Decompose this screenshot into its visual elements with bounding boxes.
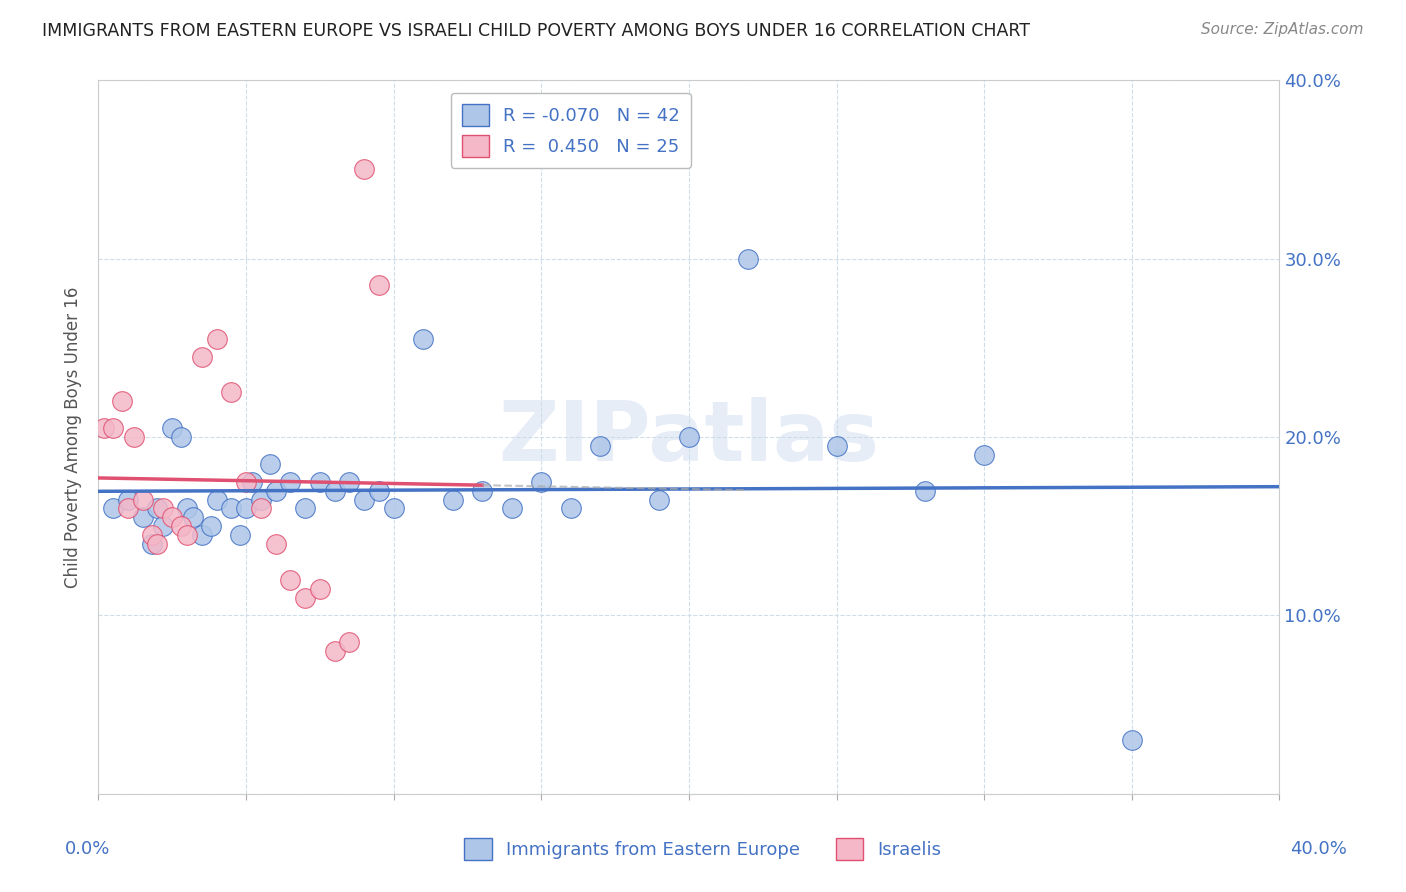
- Point: [914, 483, 936, 498]
- Text: Source: ZipAtlas.com: Source: ZipAtlas.com: [1201, 22, 1364, 37]
- Point: [117, 501, 139, 516]
- Point: [280, 573, 302, 587]
- Point: [117, 492, 139, 507]
- Point: [122, 430, 145, 444]
- Point: [368, 278, 391, 293]
- Text: IMMIGRANTS FROM EASTERN EUROPE VS ISRAELI CHILD POVERTY AMONG BOYS UNDER 16 CORR: IMMIGRANTS FROM EASTERN EUROPE VS ISRAEL…: [42, 22, 1031, 40]
- Point: [412, 332, 434, 346]
- Point: [152, 519, 174, 533]
- Point: [589, 439, 612, 453]
- Point: [737, 252, 759, 266]
- Point: [309, 582, 332, 596]
- Point: [250, 492, 273, 507]
- Point: [200, 519, 222, 533]
- Point: [280, 475, 302, 489]
- Point: [323, 483, 346, 498]
- Point: [530, 475, 553, 489]
- Point: [250, 501, 273, 516]
- Point: [353, 492, 375, 507]
- Point: [103, 421, 125, 435]
- Point: [294, 591, 316, 605]
- Point: [205, 492, 228, 507]
- Point: [353, 162, 375, 177]
- Point: [441, 492, 464, 507]
- Point: [162, 421, 183, 435]
- Text: ZIPatlas: ZIPatlas: [499, 397, 879, 477]
- Text: 40.0%: 40.0%: [1291, 840, 1347, 858]
- Point: [221, 501, 243, 516]
- Point: [176, 528, 198, 542]
- Point: [339, 475, 361, 489]
- Point: [264, 537, 287, 551]
- Point: [235, 475, 257, 489]
- Point: [93, 421, 115, 435]
- Point: [132, 492, 155, 507]
- Point: [235, 501, 257, 516]
- Point: [176, 501, 198, 516]
- Point: [181, 510, 204, 524]
- Point: [221, 385, 243, 400]
- Text: 0.0%: 0.0%: [65, 840, 110, 858]
- Point: [152, 501, 174, 516]
- Point: [294, 501, 316, 516]
- Point: [471, 483, 494, 498]
- Point: [191, 528, 214, 542]
- Legend: R = -0.070   N = 42, R =  0.450   N = 25: R = -0.070 N = 42, R = 0.450 N = 25: [451, 93, 690, 168]
- Point: [170, 519, 193, 533]
- Y-axis label: Child Poverty Among Boys Under 16: Child Poverty Among Boys Under 16: [65, 286, 83, 588]
- Legend: Immigrants from Eastern Europe, Israelis: Immigrants from Eastern Europe, Israelis: [457, 830, 949, 867]
- Point: [259, 457, 281, 471]
- Point: [132, 510, 155, 524]
- Point: [501, 501, 523, 516]
- Point: [309, 475, 332, 489]
- Point: [368, 483, 391, 498]
- Point: [111, 394, 134, 409]
- Point: [1121, 733, 1143, 747]
- Point: [648, 492, 671, 507]
- Point: [240, 475, 263, 489]
- Point: [146, 501, 169, 516]
- Point: [205, 332, 228, 346]
- Point: [162, 510, 183, 524]
- Point: [825, 439, 848, 453]
- Point: [560, 501, 582, 516]
- Point: [141, 528, 163, 542]
- Point: [382, 501, 405, 516]
- Point: [229, 528, 252, 542]
- Point: [323, 644, 346, 658]
- Point: [678, 430, 700, 444]
- Point: [170, 430, 193, 444]
- Point: [141, 537, 163, 551]
- Point: [264, 483, 287, 498]
- Point: [339, 635, 361, 649]
- Point: [973, 448, 995, 462]
- Point: [146, 537, 169, 551]
- Point: [103, 501, 125, 516]
- Point: [191, 350, 214, 364]
